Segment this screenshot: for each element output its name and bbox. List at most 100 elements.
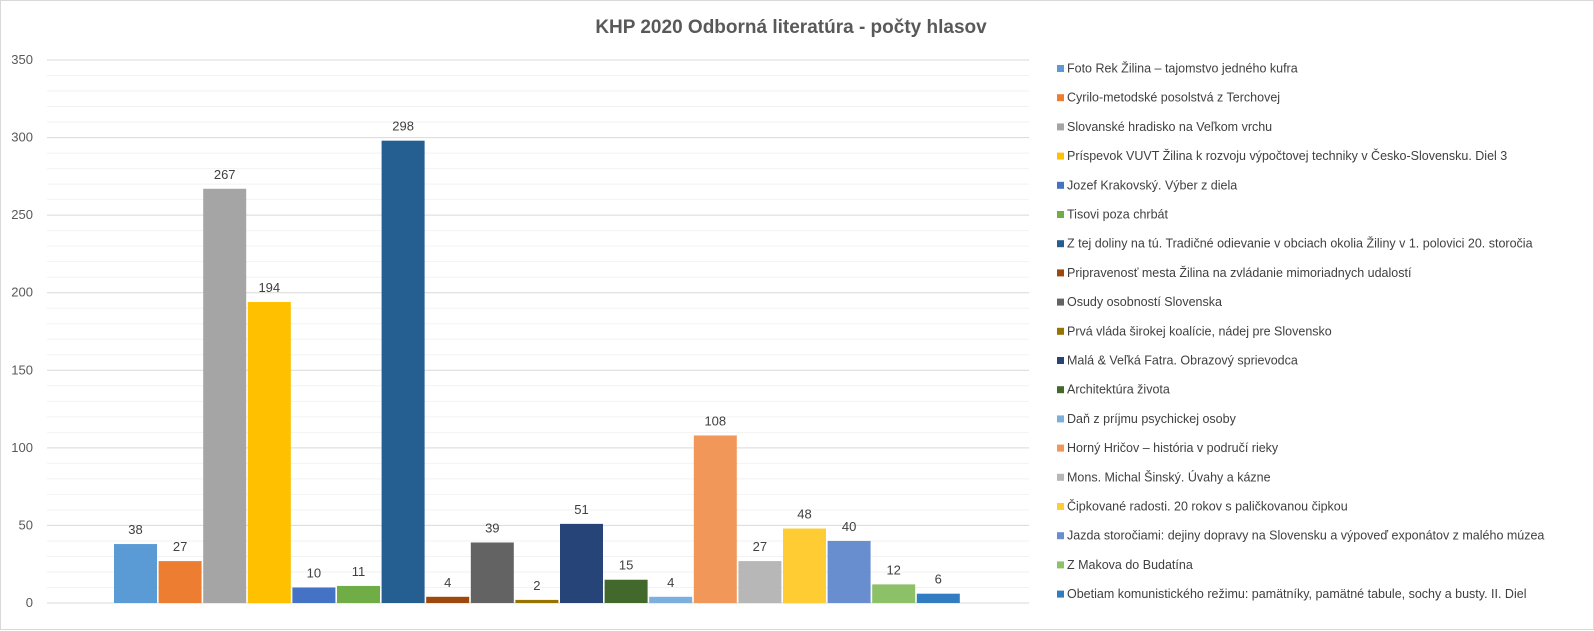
legend-label: Pripravenosť mesta Žilina na zvládanie m… bbox=[1067, 265, 1412, 280]
data-label: 12 bbox=[886, 562, 900, 577]
data-label: 27 bbox=[753, 539, 767, 554]
y-tick-label: 0 bbox=[26, 595, 33, 610]
legend-swatch bbox=[1057, 269, 1064, 277]
legend-label: Foto Rek Žilina – tajomstvo jedného kufr… bbox=[1067, 61, 1298, 76]
legend-item: Slovanské hradisko na Veľkom vrchu bbox=[1057, 120, 1272, 134]
legend-label: Cyrilo-metodské posolstvá z Terchovej bbox=[1067, 91, 1280, 105]
legend-item: Tisovi poza chrbát bbox=[1057, 208, 1168, 222]
legend-swatch bbox=[1057, 415, 1064, 423]
bar bbox=[515, 599, 559, 603]
legend-swatch bbox=[1057, 561, 1064, 569]
legend-swatch bbox=[1057, 327, 1064, 335]
legend-label: Tisovi poza chrbát bbox=[1067, 208, 1168, 222]
bar bbox=[381, 140, 425, 603]
legend-item: Cyrilo-metodské posolstvá z Terchovej bbox=[1057, 91, 1280, 105]
legend-item: Mons. Michal Šinský. Úvahy a kázne bbox=[1057, 469, 1271, 484]
gridlines bbox=[47, 59, 1029, 604]
data-label: 2 bbox=[533, 578, 540, 593]
legend-swatch bbox=[1057, 152, 1064, 160]
y-tick-label: 50 bbox=[19, 517, 33, 532]
data-label: 267 bbox=[214, 167, 236, 182]
y-tick-label: 250 bbox=[11, 207, 33, 222]
data-label: 27 bbox=[173, 539, 187, 554]
legend-swatch bbox=[1057, 386, 1064, 394]
bar bbox=[604, 579, 648, 603]
bar bbox=[783, 528, 826, 603]
legend-label: Jozef Krakovský. Výber z diela bbox=[1067, 178, 1237, 192]
data-label: 40 bbox=[842, 519, 856, 534]
data-label: 298 bbox=[392, 119, 414, 134]
legend-label: Prvá vláda širokej koalície, nádej pre S… bbox=[1067, 324, 1332, 338]
bar bbox=[114, 544, 157, 603]
legend-label: Z Makova do Budatína bbox=[1067, 558, 1193, 572]
legend-label: Príspevok VUVT Žilina k rozvoju výpočtov… bbox=[1067, 148, 1507, 163]
legend-item: Osudy osobností Slovenska bbox=[1057, 295, 1222, 309]
bar bbox=[693, 435, 737, 603]
y-tick-label: 300 bbox=[11, 130, 33, 145]
data-label: 4 bbox=[444, 575, 451, 590]
legend-item: Z Makova do Budatína bbox=[1057, 558, 1193, 572]
legend: Foto Rek Žilina – tajomstvo jedného kufr… bbox=[1057, 61, 1544, 601]
y-axis: 0 50 100 150 200 250 300 350 bbox=[11, 52, 33, 610]
data-label: 108 bbox=[704, 413, 726, 428]
legend-swatch bbox=[1057, 211, 1064, 218]
legend-item: Foto Rek Žilina – tajomstvo jedného kufr… bbox=[1057, 61, 1298, 76]
legend-item: Obetiam komunistického režimu: pamätníky… bbox=[1057, 587, 1526, 601]
legend-item: Horný Hričov – história v područí rieky bbox=[1057, 441, 1279, 455]
legend-swatch bbox=[1057, 532, 1064, 540]
legend-label: Daň z príjmu psychickej osoby bbox=[1067, 412, 1237, 426]
legend-swatch bbox=[1057, 473, 1064, 481]
legend-swatch bbox=[1057, 298, 1064, 306]
legend-item: Pripravenosť mesta Žilina na zvládanie m… bbox=[1057, 265, 1412, 280]
legend-swatch bbox=[1057, 590, 1064, 598]
data-label: 4 bbox=[667, 575, 674, 590]
data-labels: 38 27 267 194 10 11 298 4 39 2 51 15 4 108 27 48 40 12 6 bbox=[128, 119, 942, 593]
bar bbox=[827, 540, 871, 603]
legend-item: Z tej doliny na tú. Tradičné odievanie v… bbox=[1057, 236, 1533, 251]
legend-label: Čipkované radosti. 20 rokov s paličkovan… bbox=[1067, 499, 1348, 514]
legend-swatch bbox=[1057, 444, 1064, 452]
bar bbox=[649, 596, 693, 603]
data-label: 194 bbox=[258, 280, 280, 295]
legend-item: Daň z príjmu psychickej osoby bbox=[1057, 412, 1237, 426]
data-label: 51 bbox=[574, 502, 588, 517]
legend-label: Z tej doliny na tú. Tradičné odievanie v… bbox=[1067, 236, 1533, 251]
data-label: 15 bbox=[619, 558, 633, 573]
bars bbox=[114, 140, 960, 604]
legend-label: Slovanské hradisko na Veľkom vrchu bbox=[1067, 120, 1272, 134]
bar bbox=[916, 593, 960, 603]
legend-label: Architektúra života bbox=[1067, 383, 1170, 397]
legend-swatch bbox=[1057, 65, 1064, 72]
legend-swatch bbox=[1057, 240, 1064, 248]
bar bbox=[738, 561, 782, 603]
data-label: 10 bbox=[307, 565, 321, 580]
legend-item: Prvá vláda širokej koalície, nádej pre S… bbox=[1057, 324, 1332, 338]
data-label: 48 bbox=[797, 507, 811, 522]
y-tick-label: 100 bbox=[11, 440, 33, 455]
legend-item: Čipkované radosti. 20 rokov s paličkovan… bbox=[1057, 499, 1348, 514]
legend-label: Obetiam komunistického režimu: pamätníky… bbox=[1067, 587, 1526, 601]
legend-label: Mons. Michal Šinský. Úvahy a kázne bbox=[1067, 469, 1271, 484]
legend-swatch bbox=[1057, 181, 1064, 189]
legend-swatch bbox=[1057, 123, 1064, 131]
chart-title: KHP 2020 Odborná literatúra - počty hlas… bbox=[595, 17, 987, 38]
legend-label: Osudy osobností Slovenska bbox=[1067, 295, 1222, 309]
data-label: 38 bbox=[128, 522, 142, 537]
legend-label: Horný Hričov – história v područí rieky bbox=[1067, 441, 1279, 455]
y-tick-label: 150 bbox=[11, 362, 33, 377]
data-label: 11 bbox=[352, 564, 366, 579]
y-tick-label: 350 bbox=[11, 52, 33, 67]
bar bbox=[203, 188, 247, 604]
bar bbox=[337, 585, 380, 603]
bar bbox=[426, 596, 470, 603]
legend-swatch bbox=[1057, 357, 1064, 364]
bar bbox=[158, 561, 202, 603]
legend-label: Jazda storočiami: dejiny dopravy na Slov… bbox=[1067, 529, 1544, 543]
legend-item: Malá & Veľká Fatra. Obrazový sprievodca bbox=[1057, 354, 1298, 368]
bar bbox=[292, 587, 336, 603]
legend-item: Architektúra života bbox=[1057, 383, 1170, 397]
bar bbox=[247, 302, 291, 603]
y-tick-label: 200 bbox=[11, 285, 33, 300]
